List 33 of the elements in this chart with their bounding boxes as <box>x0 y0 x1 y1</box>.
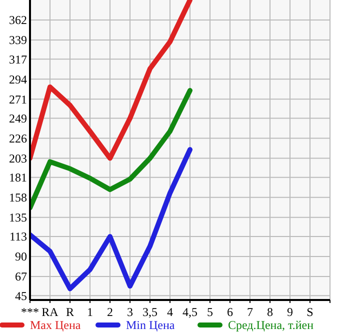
y-tick-label: 317 <box>9 52 27 66</box>
y-tick-label: 181 <box>9 170 27 185</box>
x-tick-label: 4,5 <box>182 305 198 319</box>
x-tick-label: 9 <box>287 305 293 319</box>
x-tick-label: 3,5 <box>142 305 158 319</box>
x-tick-label: 8 <box>267 305 273 319</box>
x-tick-label: S <box>306 305 314 319</box>
x-tick-label: 5 <box>207 305 213 319</box>
x-tick-label: 6 <box>227 305 233 319</box>
x-tick-label: RA <box>42 305 59 319</box>
y-tick-label: 90 <box>15 250 27 264</box>
y-tick-label: 362 <box>9 13 27 28</box>
y-tick-label: 249 <box>9 111 27 126</box>
x-tick-label: 4 <box>167 305 173 319</box>
y-tick-label: 294 <box>9 72 27 86</box>
y-tick-label: 135 <box>9 210 27 225</box>
legend-label: Сред.Цена, т.йен <box>228 318 314 332</box>
x-tick-label: *** <box>21 305 39 319</box>
y-tick-label: 158 <box>9 190 27 205</box>
y-tick-label: 339 <box>9 33 27 48</box>
y-tick-label: 67 <box>15 270 27 284</box>
y-tick-label: 45 <box>15 288 27 303</box>
legend-label: Min Цена <box>126 318 176 332</box>
y-tick-label: 271 <box>9 92 27 106</box>
x-tick-label: 1 <box>87 305 93 319</box>
y-tick-label: 203 <box>9 151 27 166</box>
x-tick-label: 3 <box>127 305 133 319</box>
x-tick-label: 2 <box>107 305 113 319</box>
x-tick-label: 7 <box>247 305 253 319</box>
y-tick-label: 113 <box>9 230 27 244</box>
x-tick-label: R <box>66 305 74 319</box>
legend-label: Max Цена <box>30 318 82 332</box>
y-tick-label: 226 <box>9 131 27 146</box>
